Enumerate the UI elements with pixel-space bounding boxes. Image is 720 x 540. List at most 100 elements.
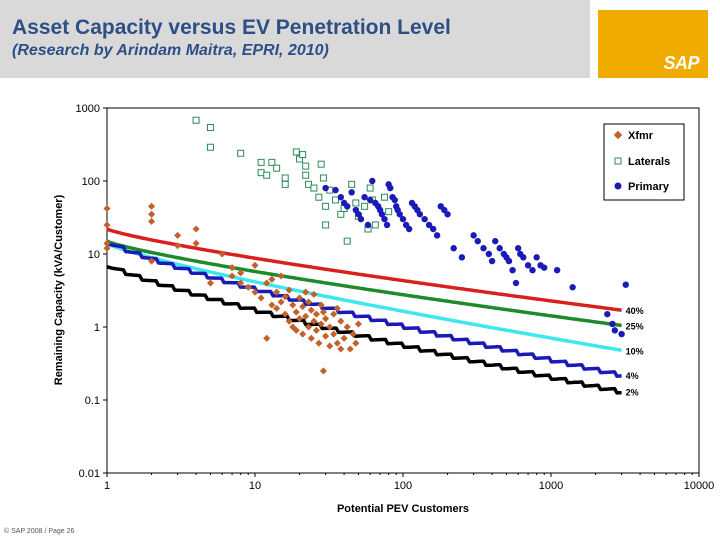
xfmr-point	[337, 317, 345, 325]
curve-label: 4%	[626, 371, 639, 381]
primary-point	[366, 196, 374, 204]
curve-40pct	[106, 227, 622, 312]
xfmr-point	[237, 269, 245, 277]
xfmr-point	[296, 294, 304, 302]
xfmr-point	[346, 345, 354, 353]
laterals-point	[302, 162, 310, 170]
xfmr-point	[257, 294, 265, 302]
laterals-point	[305, 180, 313, 188]
primary-point	[369, 177, 376, 185]
curve-10pct	[106, 241, 622, 353]
xfmr-point	[349, 330, 357, 338]
xfmr-point	[354, 320, 362, 328]
page-subtitle: (Research by Arindam Maitra, EPRI, 2010)	[12, 42, 329, 59]
laterals-point	[348, 180, 356, 188]
curve-2pct	[106, 264, 622, 395]
primary-point	[622, 281, 629, 288]
primary-point	[416, 211, 424, 218]
sap-logo: SAP	[598, 10, 708, 78]
primary-point	[383, 221, 391, 229]
xfmr-point	[263, 279, 271, 287]
x-tick-label: 100	[394, 480, 412, 492]
xfmr-point	[296, 315, 304, 323]
y-tick-label: 0.01	[79, 468, 100, 480]
primary-point	[512, 279, 520, 287]
scatter-points	[103, 116, 629, 375]
primary-point	[458, 254, 466, 261]
laterals-point	[337, 210, 345, 218]
laterals-point	[319, 174, 327, 182]
xfmr-point	[244, 283, 252, 291]
laterals-point	[385, 208, 393, 216]
xfmr-point	[237, 279, 245, 287]
laterals-point	[310, 184, 318, 192]
primary-point	[421, 215, 428, 223]
y-tick-label: 0.1	[85, 395, 100, 407]
primary-point	[611, 327, 619, 334]
xfmr-point	[103, 221, 111, 229]
primary-point	[355, 211, 362, 218]
x-tick-label: 1	[104, 480, 110, 492]
xfmr-point	[322, 315, 330, 323]
sap-logo-text: SAP	[663, 53, 699, 73]
primary-point	[609, 320, 616, 328]
xfmr-point	[148, 210, 156, 218]
x-tick-label: 1000	[539, 480, 563, 492]
xfmr-point	[218, 250, 226, 258]
laterals-point	[352, 199, 360, 207]
primary-point	[492, 237, 499, 245]
footer-copyright: © SAP 2008 / Page 26	[4, 528, 75, 535]
primary-point	[488, 257, 496, 265]
legend-marker-primary	[614, 182, 622, 190]
xfmr-point	[292, 308, 300, 316]
y-tick-label: 10	[88, 249, 100, 261]
axis-ticks: 1 10 100 1000 10000 0.01 0.1 1 10 100 1000	[76, 103, 715, 492]
curve-label: 10%	[626, 346, 644, 356]
xfmr-point	[319, 308, 327, 316]
primary-point	[399, 215, 407, 223]
xfmr-point	[322, 332, 330, 340]
primary-point	[450, 245, 457, 252]
xfmr-point	[174, 231, 182, 239]
laterals-point	[302, 171, 310, 179]
primary-point	[474, 237, 481, 245]
header-band	[0, 0, 590, 78]
xfmr-point	[273, 304, 281, 312]
legend: Xfmr Laterals Primary	[603, 123, 685, 201]
laterals-point	[371, 221, 379, 229]
x-tick-label: 10	[249, 480, 261, 492]
primary-point	[322, 184, 329, 192]
primary-point	[361, 193, 368, 201]
xfmr-point	[292, 326, 300, 334]
curve-label: 25%	[626, 321, 644, 331]
primary-point	[496, 245, 503, 252]
plot-frame	[106, 107, 700, 474]
xfmr-point	[317, 301, 325, 309]
primary-point	[618, 330, 625, 338]
laterals-point	[263, 171, 271, 179]
primary-point	[541, 264, 548, 271]
xfmr-point	[285, 286, 293, 294]
curve-4pct	[106, 241, 622, 378]
threshold-curves	[106, 227, 622, 395]
primary-point	[425, 221, 433, 229]
xfmr-point	[312, 310, 320, 318]
xfmr-point	[281, 310, 289, 318]
xfmr-point	[340, 334, 348, 342]
laterals-point	[206, 143, 214, 151]
xfmr-point	[352, 339, 360, 347]
primary-point	[378, 211, 386, 218]
xfmr-point	[299, 303, 307, 311]
xfmr-point	[302, 312, 310, 320]
xfmr-point	[315, 339, 323, 347]
laterals-point	[237, 149, 245, 157]
xfmr-point	[148, 257, 156, 265]
laterals-point	[322, 202, 330, 210]
primary-point	[337, 193, 345, 201]
primary-point	[509, 266, 516, 274]
laterals-point	[366, 184, 374, 192]
xfmr-point	[251, 261, 259, 269]
primary-point	[332, 186, 339, 194]
xfmr-point	[192, 239, 200, 247]
